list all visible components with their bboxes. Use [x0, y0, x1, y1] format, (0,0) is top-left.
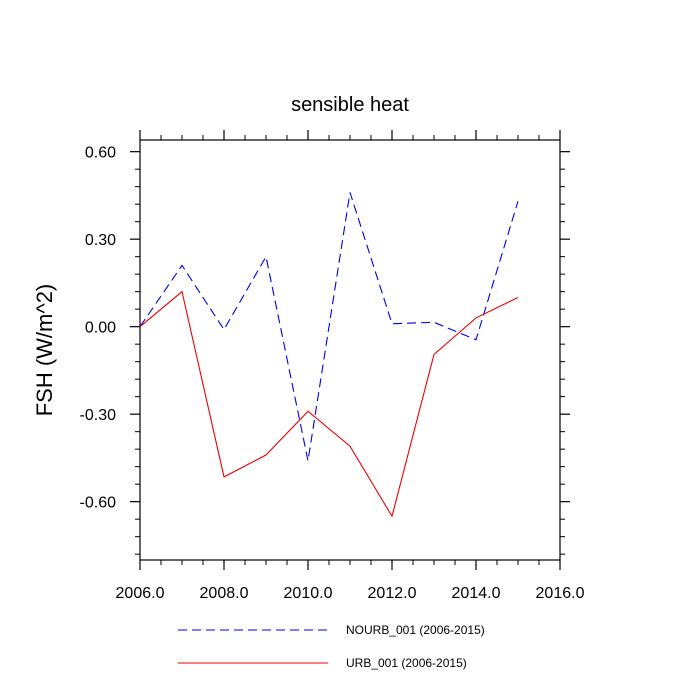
x-tick-label: 2014.0 — [452, 585, 501, 602]
legend-label: NOURB_001 (2006-2015) — [346, 623, 485, 637]
series-line-2 — [139, 290, 519, 518]
series-line-1 — [139, 192, 519, 461]
y-tick-label: 0.00 — [85, 320, 116, 337]
series-lines — [139, 192, 519, 518]
x-tick-label: 2006.0 — [116, 585, 165, 602]
axis-ticks — [130, 130, 570, 570]
legend: NOURB_001 (2006-2015) URB_001 (2006-2015) — [178, 623, 485, 670]
x-tick-label: 2008.0 — [200, 585, 249, 602]
x-tick-label: 2016.0 — [536, 585, 585, 602]
chart-title: sensible heat — [291, 94, 409, 116]
y-tick-label: 0.30 — [85, 232, 116, 249]
tick-labels: 2006.0 2008.0 2010.0 2012.0 2014.0 2016.0 0.60… — [80, 145, 585, 602]
x-tick-label: 2010.0 — [284, 585, 333, 602]
y-axis-label: FSH (W/m^2) — [32, 284, 57, 417]
y-tick-label: -0.30 — [80, 407, 117, 424]
y-tick-label: 0.60 — [85, 145, 116, 162]
legend-label: URB_001 (2006-2015) — [346, 656, 467, 670]
plot-frame — [139, 139, 561, 561]
x-tick-label: 2012.0 — [368, 585, 417, 602]
y-tick-label: -0.60 — [80, 495, 117, 512]
